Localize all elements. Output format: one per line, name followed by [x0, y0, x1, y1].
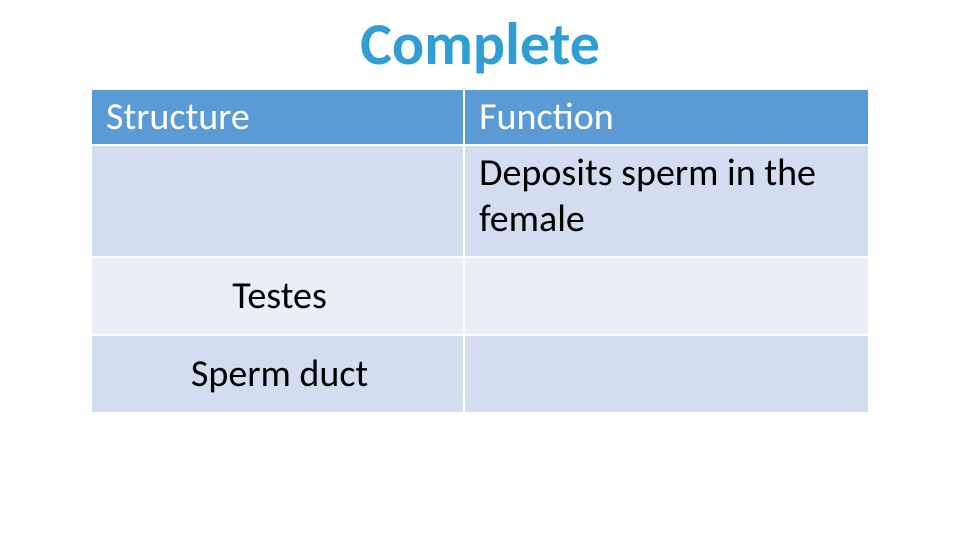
- slide-title: Complete: [0, 8, 960, 81]
- cell-function: [464, 257, 869, 335]
- cell-function: [464, 335, 869, 413]
- col-header-function: Function: [464, 89, 869, 145]
- table-header-row: Structure Function: [91, 89, 869, 145]
- cell-function: Deposits sperm in the female: [464, 145, 869, 257]
- structure-function-table: Structure Function Deposits sperm in the…: [90, 88, 870, 414]
- table-row: Testes: [91, 257, 869, 335]
- col-header-structure: Structure: [91, 89, 464, 145]
- table-row: Deposits sperm in the female: [91, 145, 869, 257]
- cell-structure: [91, 145, 464, 257]
- cell-structure: Sperm duct: [91, 335, 464, 413]
- cell-structure: Testes: [91, 257, 464, 335]
- table-row: Sperm duct: [91, 335, 869, 413]
